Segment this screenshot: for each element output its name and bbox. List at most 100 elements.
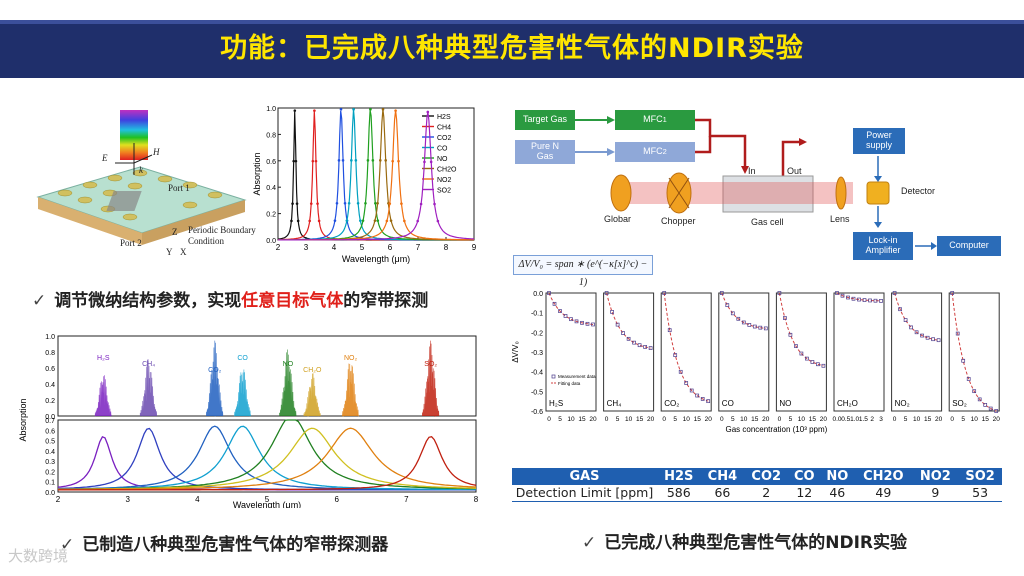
measurement-point [580, 320, 584, 325]
substrate-side-right [142, 200, 245, 245]
measurement-point [816, 362, 820, 367]
lockin-line2: Amplifier [865, 245, 901, 255]
measurement-point [725, 303, 730, 308]
table-cell: 46 [820, 485, 855, 502]
x-tick-label: 20 [820, 416, 828, 423]
y-tick-label-bottom: 0.4 [45, 449, 55, 456]
x-tick-label: 10 [971, 416, 979, 423]
x-axis-label: Gas concentration (10³ ppm) [725, 425, 827, 434]
x-tick-label: 4 [195, 495, 200, 504]
measurement-point [903, 318, 908, 322]
measurement-point [632, 340, 636, 345]
bullet-narrowband: ✓ 调节微纳结构参数，实现任意目标气体的窄带探测 [32, 286, 428, 311]
pure-n2-box: Pure N Gas [515, 140, 575, 164]
lens-label: Lens [830, 214, 850, 224]
chopper-blade-2 [668, 177, 690, 209]
gas-out-arrowhead [799, 138, 807, 146]
gas-spectrum [341, 363, 359, 417]
table-cell: 9 [912, 485, 959, 502]
series-line [278, 111, 475, 241]
n2-arrowhead [607, 148, 615, 156]
measurement-point [931, 337, 935, 342]
gas-in-arrowhead [741, 166, 749, 174]
data-point [426, 110, 430, 114]
data-point [359, 219, 362, 222]
y-axis-label: ΔV/V₀ [511, 341, 520, 363]
page-title: 功能：已完成八种典型危害性气体的NDIR实验 [220, 33, 804, 64]
legend-label: SO2 [437, 188, 451, 195]
measurement-point [892, 291, 897, 295]
measurement-point [794, 344, 798, 348]
measurement-point [777, 291, 782, 295]
measurement-point [689, 388, 694, 393]
gas-label: CH₄ [142, 361, 155, 368]
data-point [369, 108, 372, 111]
x-tick-label: 7 [404, 495, 409, 504]
panel-frame [718, 292, 770, 412]
table-cell: 53 [958, 485, 1002, 502]
measurement-point [983, 403, 988, 407]
detector-body [866, 181, 890, 205]
measurement-point [621, 331, 625, 335]
data-point [316, 202, 319, 205]
gas-in-line [695, 118, 747, 168]
measurement-point [730, 311, 735, 316]
data-point [400, 202, 403, 205]
x-tick-label: 10 [740, 416, 748, 423]
gas-label: H₂S [97, 355, 110, 362]
bottom-panel-frame [57, 419, 477, 493]
measurement-point [591, 322, 595, 327]
x-tick-label: 2 [56, 495, 61, 504]
table-cell: 586 [657, 485, 701, 502]
x-tick-label: 8 [444, 243, 449, 252]
bullet-ndir-text: 已完成八种典型危害性气体的NDIR实验 [604, 533, 908, 553]
data-point [339, 108, 343, 111]
measurement-point [626, 336, 631, 341]
gas-spectrum [233, 369, 252, 417]
substrate-side-left [38, 197, 142, 245]
measurement-point [994, 409, 999, 413]
bullet-ndir: ✓ 已完成八种典型危害性气体的NDIR实验 [582, 528, 907, 553]
measurement-point [610, 310, 614, 314]
mfc2-label: MFC [643, 146, 663, 157]
fitting-line [721, 292, 766, 329]
out-label: Out [787, 166, 802, 176]
power-arrowhead [874, 176, 882, 182]
gas-spectrum [206, 340, 224, 417]
metasurface-illustration: E H k Port 1 Port 2 Periodic Boundary Co… [20, 105, 256, 265]
measurement-point [873, 298, 878, 303]
lockin-line1: Lock-in [868, 235, 898, 246]
measurement-point [604, 291, 609, 295]
measurement-point [851, 296, 856, 301]
table-cell: Detection Limit [ppm] [512, 485, 657, 502]
data-point [341, 159, 345, 162]
data-point [373, 219, 377, 222]
y-tick-label: 0.0 [266, 238, 276, 245]
detector-response-line [58, 435, 477, 491]
data-point [350, 159, 353, 162]
k-label: k [139, 165, 143, 175]
y-tick-label-top: 0.6 [45, 366, 55, 373]
measurement-point [788, 332, 793, 337]
y-tick-label-bottom: 0.7 [45, 418, 55, 425]
power-line2: supply [865, 140, 892, 150]
measurement-point [914, 330, 919, 335]
data-point [366, 159, 370, 162]
measurement-point [662, 291, 667, 295]
x-tick-label: 8 [474, 495, 479, 504]
gas-label: SO₂ [424, 361, 437, 368]
data-point [371, 159, 375, 162]
col-header: SO2 [958, 468, 1002, 485]
col-header: GAS [512, 468, 657, 485]
target-gas-arrowhead [607, 116, 615, 124]
x-tick-label: 3 [879, 416, 883, 423]
y-tick-label-bottom: 0.6 [45, 428, 55, 435]
axis-z-label: Z [172, 227, 178, 237]
col-header: CO [788, 468, 821, 485]
fitting-line [606, 292, 651, 349]
gas-spectrum [139, 359, 157, 417]
y-tick-label: 0.0 [533, 291, 543, 298]
panel-frame [545, 292, 597, 412]
y-tick-label: -0.3 [531, 350, 543, 357]
data-point [311, 159, 315, 163]
